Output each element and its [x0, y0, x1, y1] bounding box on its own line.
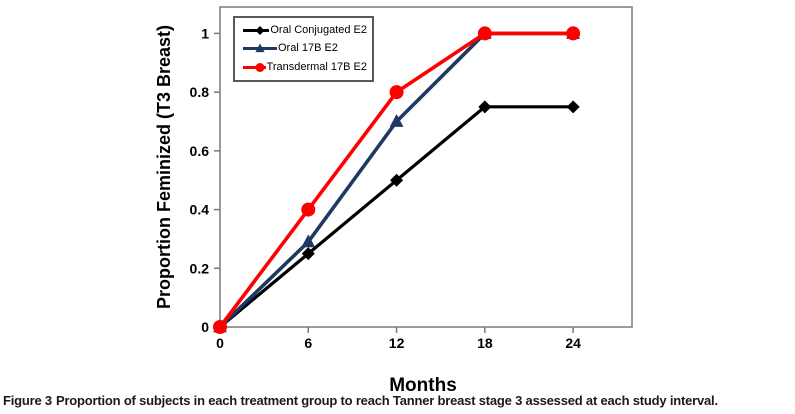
y-axis-title: Proportion Feminized (T3 Breast)	[154, 25, 174, 309]
data-point-diamond-marker	[478, 100, 492, 114]
legend-label: Oral 17B E2	[278, 42, 338, 55]
data-point-diamond-marker	[301, 247, 315, 261]
data-point-triangle-marker	[255, 43, 265, 53]
legend-label: Transdermal 17B E2	[266, 61, 367, 74]
plot-area: 0 0.2 0.4 0.6 0.8 1 0 6 12 18 24	[190, 6, 633, 351]
y-tick-label: 1	[201, 25, 209, 41]
legend-marker-triangle-icon	[243, 43, 277, 53]
x-tick-label: 12	[389, 335, 405, 351]
legend-label: Oral Conjugated E2	[270, 23, 367, 36]
y-tick-label: 0.4	[190, 202, 210, 218]
x-axis-title: Months	[389, 375, 457, 396]
data-point-triangle-marker	[301, 234, 316, 248]
x-tick-label: 0	[216, 335, 224, 351]
data-point-circle-marker	[301, 202, 316, 217]
chart-legend: Oral Conjugated E2 Oral 17B E2 Transderm…	[233, 16, 374, 82]
legend-marker-diamond-icon	[243, 25, 270, 35]
legend-item: Transdermal 17B E2	[243, 59, 367, 77]
legend-item: Oral 17B E2	[243, 40, 367, 58]
data-point-diamond-marker	[566, 100, 580, 114]
data-point-circle-marker	[389, 85, 404, 100]
plot-border	[219, 6, 633, 328]
data-point-circle-marker	[477, 26, 492, 41]
x-tick-label: 18	[477, 335, 493, 351]
x-tick-label: 6	[304, 335, 312, 351]
data-point-circle-marker	[213, 320, 227, 334]
legend-item: Oral Conjugated E2	[243, 21, 367, 39]
legend-marker-circle-icon	[243, 63, 266, 73]
data-point-diamond-marker	[390, 173, 404, 187]
series-line-oral-conjugated-e2	[218, 105, 574, 329]
data-point-circle-marker	[255, 63, 265, 73]
y-tick-label: 0	[201, 319, 209, 335]
y-tick-label: 0.8	[190, 84, 210, 100]
data-point-diamond-marker	[255, 25, 265, 35]
figure-caption: Figure 3 Proportion of subjects in each t…	[3, 393, 795, 408]
y-tick-label: 0.6	[190, 143, 210, 159]
figure-caption-text: Proportion of subjects in each treatment…	[55, 393, 718, 408]
data-point-triangle-marker	[389, 113, 404, 127]
x-tick-label: 24	[565, 335, 581, 351]
data-point-circle-marker	[566, 26, 581, 41]
y-tick-label: 0.2	[190, 260, 210, 276]
figure-caption-label: Figure 3	[3, 393, 52, 408]
